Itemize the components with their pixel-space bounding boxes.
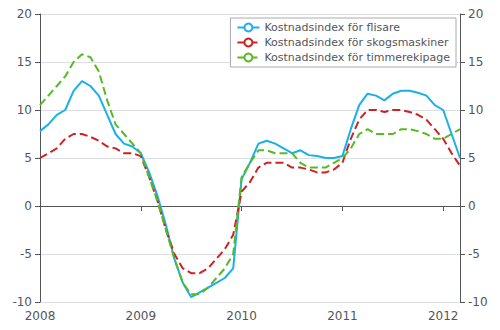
svg-text:Kostnadsindex för skogsmaskine: Kostnadsindex för skogsmaskiner — [264, 36, 449, 49]
svg-text:10: 10 — [17, 103, 32, 117]
svg-text:Kostnadsindex för timmerekipag: Kostnadsindex för timmerekipage — [264, 51, 450, 64]
svg-text:20: 20 — [17, 7, 32, 21]
svg-text:10: 10 — [468, 103, 483, 117]
svg-text:15: 15 — [468, 55, 483, 69]
svg-text:2012: 2012 — [428, 309, 459, 323]
svg-text:2008: 2008 — [25, 309, 56, 323]
svg-text:2009: 2009 — [126, 309, 157, 323]
svg-text:2010: 2010 — [226, 309, 257, 323]
svg-text:0: 0 — [468, 199, 476, 213]
svg-text:15: 15 — [17, 55, 32, 69]
svg-text:-10: -10 — [12, 295, 32, 309]
svg-text:-5: -5 — [468, 247, 480, 261]
svg-text:2011: 2011 — [327, 309, 358, 323]
svg-text:5: 5 — [24, 151, 32, 165]
svg-text:0: 0 — [24, 199, 32, 213]
svg-text:Kostnadsindex för flisare: Kostnadsindex för flisare — [264, 21, 400, 34]
svg-text:5: 5 — [468, 151, 476, 165]
svg-text:-5: -5 — [20, 247, 32, 261]
svg-text:20: 20 — [468, 7, 483, 21]
svg-text:-10: -10 — [468, 295, 488, 309]
